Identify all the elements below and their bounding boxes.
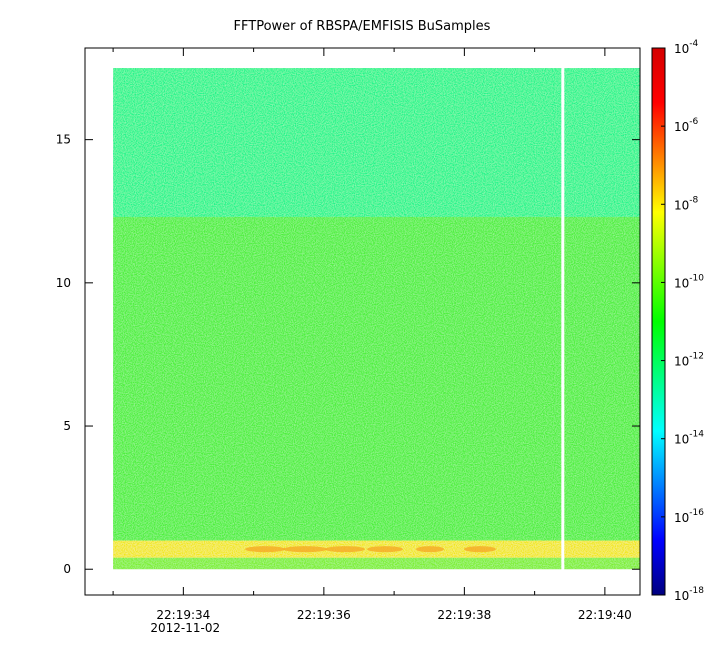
- colorbar-tick-label: 10-12: [674, 352, 704, 369]
- x-tick-label: 22:19:38: [437, 608, 491, 622]
- y-tick-label: 10: [56, 276, 71, 290]
- x-tick-label: 22:19:34: [156, 608, 210, 622]
- colorbar-tick-label: 10-16: [674, 508, 704, 525]
- colorbar-gradient: [651, 47, 666, 596]
- spectrogram-band: [113, 68, 641, 217]
- colorbar-tick-label: 10-4: [674, 39, 699, 56]
- plot-frame: [84, 47, 641, 596]
- y-axis: 0 5 10 15: [56, 133, 640, 576]
- x-tick-label: 22:19:40: [578, 608, 632, 622]
- colorbar-tick-label: 10-8: [674, 195, 699, 212]
- spectrogram-band: [283, 546, 327, 553]
- spectrogram-band: [416, 546, 444, 553]
- y-tick-label: 15: [56, 133, 71, 147]
- colorbar-tick-label: 10-14: [674, 430, 704, 447]
- y-tick-label: 5: [63, 419, 71, 433]
- data-gap: [561, 67, 565, 571]
- spectrogram-band: [367, 546, 403, 553]
- y-tick-label: 0: [63, 562, 71, 576]
- chart-title: FFTPower of RBSPA/EMFISIS BuSamples: [234, 19, 491, 34]
- colorbar-tick-label: 10-10: [674, 273, 704, 290]
- colorbar-tick-label: 10-18: [674, 586, 704, 603]
- spectrogram-band: [113, 557, 641, 570]
- plot-area: [84, 47, 641, 596]
- spectrogram-band: [245, 546, 285, 553]
- colorbar: 10-4 10-6 10-8 10-10 10-12 10-14 10-16 10-18: [651, 39, 704, 603]
- colorbar-tick-label: 10-6: [674, 117, 699, 134]
- spectrogram-band: [464, 546, 496, 553]
- x-tick-sublabel: 2012-11-02: [150, 621, 220, 635]
- spectrogram-band: [113, 216, 641, 541]
- x-tick-label: 22:19:36: [297, 608, 351, 622]
- spectrogram-band: [325, 546, 365, 553]
